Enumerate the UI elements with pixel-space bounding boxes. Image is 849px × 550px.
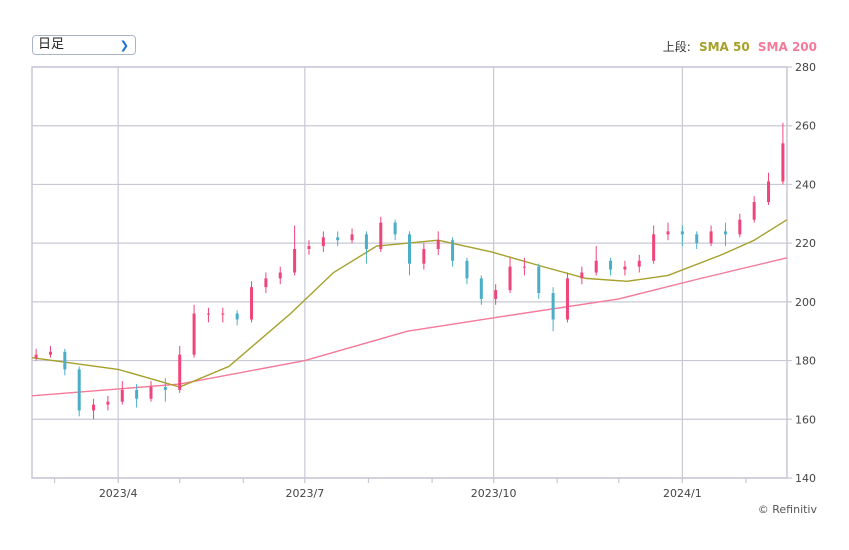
bar-body (594, 260, 598, 273)
bar-body (206, 313, 210, 315)
x-tick-label: 2023/10 (471, 487, 517, 500)
chevron-down-icon: ❯ (119, 39, 129, 52)
bar-body (77, 369, 81, 411)
bar-body (92, 404, 96, 411)
y-tick-label: 260 (795, 120, 816, 133)
bar-body (106, 401, 110, 405)
bar-body (135, 389, 139, 399)
bar-body (522, 266, 526, 268)
bar-body (34, 354, 38, 358)
sma50-line (31, 219, 788, 388)
bar-body (436, 240, 440, 250)
bar-body (307, 246, 311, 250)
bar-body (494, 290, 498, 299)
bar-body (408, 234, 411, 264)
bar-body (623, 266, 627, 270)
legend-prefix: 上段: (662, 40, 691, 54)
bar-body (537, 266, 541, 294)
bar-body (709, 231, 713, 244)
bar-body (250, 287, 254, 320)
bar-body (637, 260, 641, 267)
bar-body (393, 222, 397, 235)
x-tick-label: 2023/7 (286, 487, 325, 500)
bar-body (752, 202, 756, 220)
bar-body (565, 278, 569, 320)
y-tick-label: 280 (795, 61, 816, 74)
period-select-value: 日足 (38, 37, 65, 52)
bar-body (508, 266, 512, 291)
bar-body (666, 231, 670, 235)
bar-body (350, 234, 354, 241)
y-tick-label: 220 (795, 237, 816, 250)
bar-body (149, 386, 153, 399)
period-select[interactable]: 日足 ❯ (32, 35, 136, 55)
bar-body (235, 313, 239, 320)
credit: © Refinitiv (757, 503, 817, 516)
x-tick-label: 2024/1 (663, 487, 702, 500)
x-tick-label: 2023/4 (99, 487, 138, 500)
bar-body (652, 234, 656, 261)
bar-body (551, 293, 555, 320)
bar-body (680, 231, 684, 235)
y-tick-label: 140 (795, 472, 816, 485)
bar-body (609, 260, 613, 270)
y-tick-label: 180 (795, 355, 816, 368)
bar-body (479, 278, 483, 299)
bar-body (580, 272, 584, 279)
bar-body (738, 219, 742, 235)
bar-body (422, 249, 426, 264)
bar-body (767, 181, 771, 203)
bar-body (451, 240, 455, 261)
bar-body (221, 313, 225, 315)
bar-body (192, 313, 196, 355)
bar-body (48, 351, 52, 355)
bar-body (379, 222, 383, 250)
bar-body (781, 143, 785, 182)
y-tick-label: 160 (795, 413, 816, 426)
legend-sma200: SMA 200 (757, 40, 817, 54)
bar-body (336, 237, 340, 241)
bar-body (278, 272, 282, 279)
bar-body (264, 278, 268, 288)
bar-body (293, 249, 297, 273)
y-tick-label: 240 (795, 178, 816, 191)
bar-body (364, 234, 368, 250)
bar-body (723, 231, 727, 235)
bar-body (178, 354, 182, 390)
bar-body (163, 386, 167, 390)
bar-body (120, 389, 124, 402)
legend-sma50: SMA 50 (698, 40, 750, 54)
bar-body (695, 234, 699, 244)
bar-body (63, 351, 67, 370)
sma200-line (31, 257, 788, 397)
bar-body (321, 237, 325, 247)
legend: 上段: SMA 50 SMA 200 (659, 38, 817, 55)
y-tick-label: 200 (795, 296, 816, 309)
bar-body (465, 260, 469, 279)
